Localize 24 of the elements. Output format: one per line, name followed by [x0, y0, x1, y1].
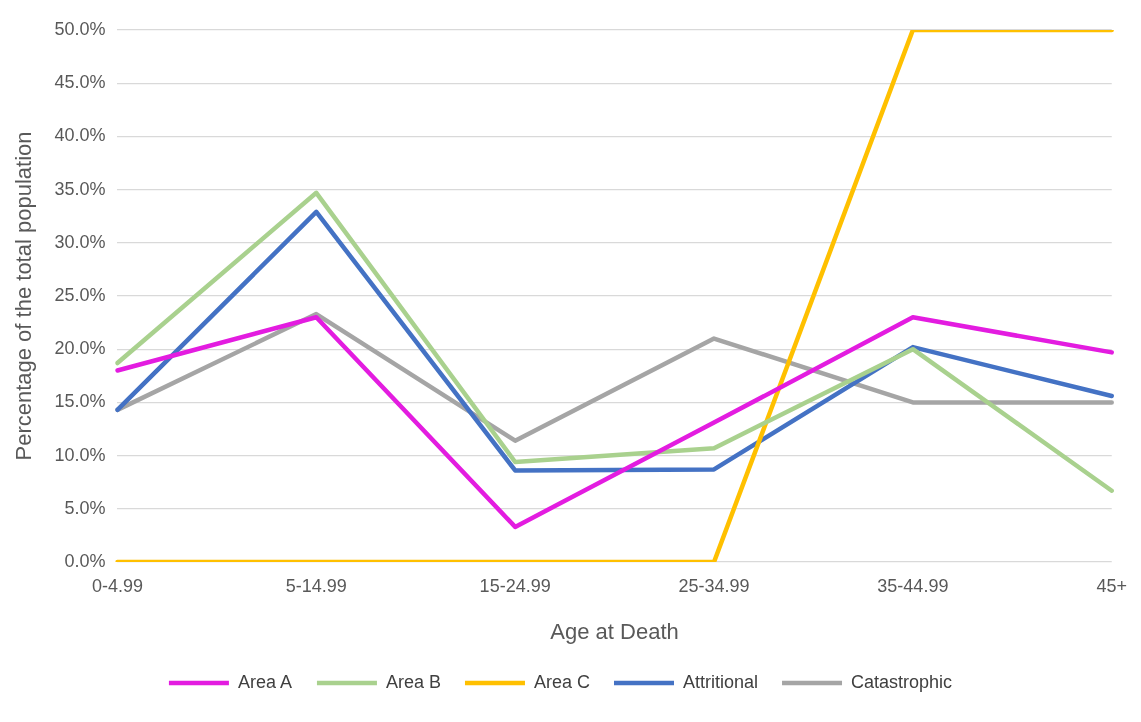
x-tick-label: 15-24.99: [479, 575, 551, 596]
x-tick-label: 0-4.99: [91, 575, 143, 596]
legend-label: Area C: [533, 671, 591, 692]
y-tick-label: 50.0%: [54, 18, 106, 39]
x-tick-label: 45+: [1096, 575, 1128, 596]
y-tick-label: 45.0%: [54, 72, 106, 93]
x-axis-title: Age at Death: [550, 618, 679, 644]
x-tick-label: 35-44.99: [877, 575, 949, 596]
y-tick-label: 0.0%: [64, 550, 106, 571]
y-tick-label: 10.0%: [54, 444, 106, 465]
x-tick-label: 5-14.99: [285, 575, 347, 596]
x-tick-label: 25-34.99: [678, 575, 750, 596]
y-tick-label: 40.0%: [54, 125, 106, 146]
y-tick-label: 15.0%: [54, 391, 106, 412]
y-tick-label: 35.0%: [54, 178, 106, 199]
y-tick-label: 25.0%: [54, 284, 106, 305]
y-tick-label: 20.0%: [54, 338, 106, 359]
legend-label: Attritional: [683, 671, 759, 692]
y-tick-label: 30.0%: [54, 231, 106, 252]
y-axis-title: Percentage of the total population: [11, 131, 37, 461]
legend-label: Area B: [385, 671, 441, 692]
legend-label: Catastrophic: [851, 671, 953, 692]
y-tick-label: 5.0%: [64, 497, 106, 518]
legend-label: Area A: [237, 671, 292, 692]
